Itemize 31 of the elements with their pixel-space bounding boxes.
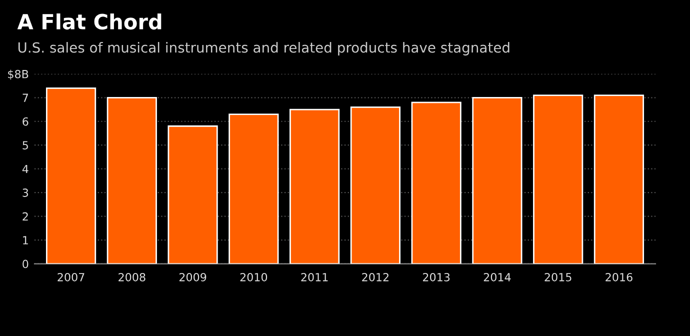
x-tick-label: 2013	[423, 272, 450, 282]
y-tick-label: 5	[22, 141, 28, 150]
y-tick-label: 7	[22, 94, 28, 102]
bar	[290, 108, 340, 264]
bar	[106, 96, 157, 264]
bar	[594, 94, 644, 264]
x-tick-label: 2014	[484, 272, 511, 282]
x-tick-label: 2007	[58, 272, 84, 282]
x-tick-label: 2011	[301, 272, 328, 282]
y-tick-label: 6	[22, 117, 28, 126]
y-tick-label: 2	[22, 212, 28, 221]
chart-title: A Flat Chord	[17, 13, 162, 30]
y-tick-label: 0	[22, 260, 28, 268]
bar	[472, 96, 522, 264]
bar	[168, 125, 218, 264]
y-tick-label: $8B	[8, 70, 28, 80]
y-tick-label: 1	[23, 236, 28, 244]
y-tick-label: 4	[22, 164, 28, 174]
bar	[350, 106, 400, 264]
bar	[533, 94, 584, 264]
x-tick-label: 2008	[118, 272, 146, 282]
bar	[46, 87, 96, 264]
x-tick-label: 2010	[240, 272, 268, 282]
bar	[411, 102, 462, 264]
x-tick-label: 2016	[606, 272, 632, 282]
bar	[228, 114, 279, 264]
chart-subtitle: U.S. sales of musical instruments and related products have stagnated	[18, 42, 510, 56]
x-tick-label: 2012	[362, 272, 388, 282]
y-tick-label: 3	[22, 188, 28, 197]
x-tick-label: 2009	[179, 272, 206, 282]
x-tick-label: 2015	[544, 272, 572, 282]
